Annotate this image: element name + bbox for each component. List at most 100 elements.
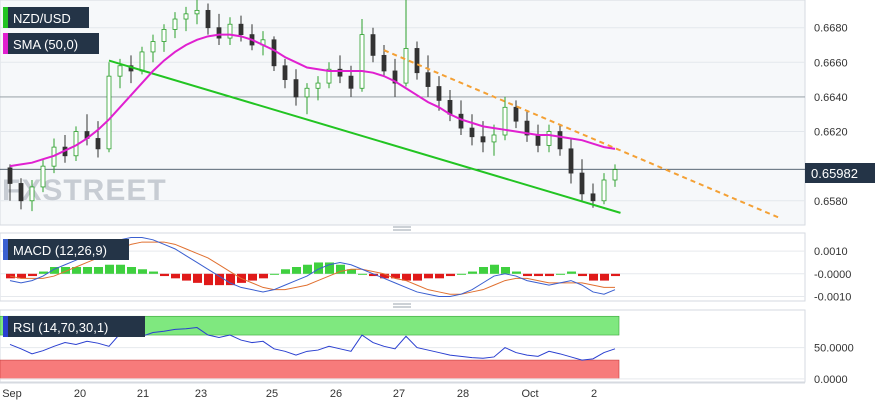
macd-histogram-bar	[600, 273, 609, 281]
macd-histogram-bar	[424, 273, 433, 279]
macd-histogram-bar	[292, 267, 301, 274]
panel-divider-handle[interactable]	[393, 226, 411, 231]
date-tick-label: 23	[195, 388, 207, 400]
macd-histogram-bar	[545, 273, 554, 277]
candle-body	[183, 13, 189, 20]
candle-body	[304, 87, 310, 98]
candle-body	[40, 165, 46, 188]
current-price-box	[805, 163, 875, 183]
macd-histogram-bar	[193, 273, 202, 283]
macd-histogram-bar	[281, 269, 290, 274]
candle-body	[315, 82, 321, 89]
candle-body	[172, 18, 178, 30]
candle-body	[29, 186, 35, 202]
price-axis: 0.6680 0.6660 0.6640 0.6620 0.6580	[814, 23, 848, 208]
rsi-label: RSI (14,70,30,1)	[13, 320, 108, 335]
macd-histogram-bar	[380, 273, 389, 279]
macd-legend[interactable]: MACD (12,26,9)	[3, 239, 129, 260]
candle-body	[18, 183, 24, 202]
symbol-legend-box	[3, 7, 89, 28]
candle-body	[161, 29, 167, 42]
macd-histogram-bar	[204, 273, 213, 286]
candle-body	[106, 75, 112, 150]
candle-body	[139, 51, 145, 72]
macd-tick-label: -0.0010	[814, 291, 851, 303]
macd-histogram-bar	[138, 269, 147, 274]
macd-histogram-bar	[127, 267, 136, 274]
price-panel: FXSTREET 0.66800.66600.66400.66200.6580 …	[0, 0, 875, 231]
date-tick-label: 26	[330, 388, 342, 400]
candle-body	[458, 113, 464, 129]
candle-body	[414, 48, 420, 74]
macd-histogram-bar	[325, 262, 334, 274]
macd-histogram-bar	[149, 271, 158, 274]
macd-histogram-bar	[83, 267, 92, 274]
rsi-color-swatch	[3, 316, 8, 337]
macd-histogram-bar	[226, 273, 235, 286]
macd-histogram-bar	[17, 273, 26, 279]
macd-label: MACD (12,26,9)	[13, 243, 107, 258]
rsi-legend[interactable]: RSI (14,70,30,1)	[3, 316, 145, 337]
macd-histogram-bar	[116, 264, 125, 274]
candle-body	[425, 72, 431, 87]
macd-color-swatch	[3, 239, 8, 260]
sma-label: SMA (50,0)	[13, 37, 78, 52]
candle-body	[469, 127, 475, 138]
price-tick-label: 0.6660	[814, 57, 848, 69]
macd-histogram-bar	[72, 267, 81, 274]
price-grid	[0, 27, 805, 202]
date-tick-label: 27	[393, 388, 405, 400]
macd-histogram-bar	[578, 273, 587, 277]
macd-histogram-bar	[512, 271, 521, 274]
candle-body	[546, 131, 552, 146]
candle-body	[205, 9, 211, 29]
candle-body	[601, 179, 607, 202]
candle-body	[568, 148, 574, 174]
sma-legend[interactable]: SMA (50,0)	[3, 33, 99, 54]
symbol-legend[interactable]: NZD/USD	[3, 7, 89, 28]
candle-body	[579, 172, 585, 195]
macd-histogram-bar	[468, 271, 477, 274]
current-price-tag: 0.65982	[805, 163, 875, 183]
candle-body	[535, 134, 541, 146]
macd-histogram-bar	[105, 264, 114, 274]
sma-color-swatch	[3, 33, 8, 54]
candle-body	[271, 39, 277, 67]
macd-histogram-bar	[314, 262, 323, 274]
candle-body	[359, 34, 365, 89]
macd-histogram-bar	[303, 264, 312, 274]
candle-body	[491, 134, 497, 143]
candle-body	[227, 23, 233, 39]
macd-histogram-bar	[336, 264, 345, 274]
date-tick-label: 25	[266, 388, 278, 400]
rsi-oversold-band	[0, 359, 620, 380]
candle-body	[150, 41, 156, 53]
price-tick-label: 0.6640	[814, 92, 848, 104]
macd-histogram-bar	[39, 271, 48, 274]
macd-histogram-bar	[534, 273, 543, 277]
rsi-panel: 50.0000 0.0000 RSI (14,70,30,1)	[0, 309, 854, 386]
macd-legend-box	[3, 239, 129, 260]
macd-histogram-bar	[369, 273, 378, 277]
macd-histogram-bar	[501, 267, 510, 274]
candle-body	[370, 34, 376, 56]
macd-panel: 0.0010 -0.0000 -0.0010 MACD (12,26,9)	[0, 232, 851, 308]
watermark-text: FXSTREET	[2, 174, 167, 207]
candle-body	[524, 120, 530, 136]
candle-body	[337, 68, 343, 77]
candle-body	[381, 54, 387, 72]
date-tick-label: 20	[74, 388, 86, 400]
price-overlays	[9, 33, 781, 219]
macd-histogram-bar	[50, 267, 59, 274]
macd-tick-label: -0.0000	[814, 269, 851, 281]
macd-histogram-bar	[457, 273, 466, 275]
price-tick-label: 0.6580	[814, 196, 848, 208]
candle-body	[612, 169, 618, 181]
macd-histogram-bar	[182, 273, 191, 281]
date-axis: Sep 20 21 23 25 26 27 28 Oct 2	[0, 382, 805, 400]
panel-divider-handle-2[interactable]	[393, 303, 411, 308]
macd-histogram-bar	[61, 267, 70, 274]
price-plot-area	[0, 0, 806, 226]
candle-body	[557, 131, 563, 150]
